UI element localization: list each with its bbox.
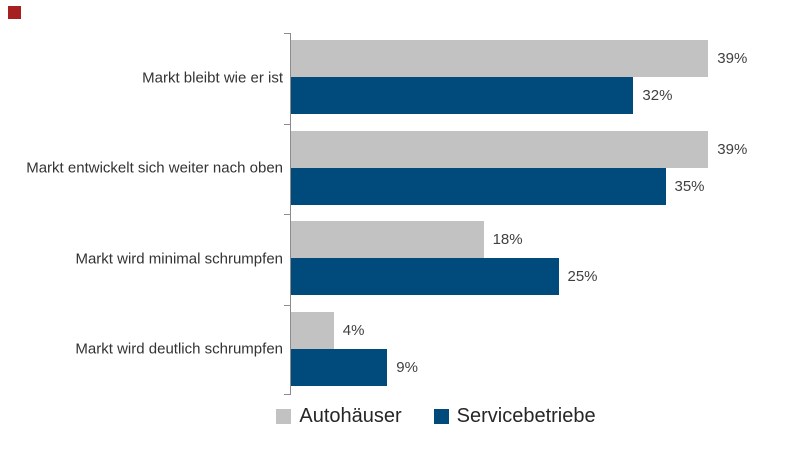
legend: Autohäuser Servicebetriebe [72,402,800,430]
category-label: Markt wird minimal schrumpfen [75,250,283,267]
legend-label: Autohäuser [299,404,402,427]
bar-group-row: Markt wird minimal schrumpfen 18% 25% [75,214,796,305]
category-label: Markt entwickelt sich weiter nach oben [26,159,283,177]
bar-servicebetriebe [291,77,634,114]
bar-group-row: Markt bleibt wie er ist 39% 32% [142,33,796,124]
bar-line-autohaeuser: 39% [291,40,747,77]
value-label: 39% [717,140,748,158]
value-label: 35% [674,177,705,195]
axis-tick [284,394,291,395]
bar-servicebetriebe [291,258,559,295]
bar-line-autohaeuser: 39% [291,130,748,168]
value-label: 25% [567,268,598,285]
category-label: Markt wird deutlich schrumpfen [75,340,283,358]
value-label: 32% [642,87,673,104]
logo-mark [8,6,21,19]
plot-area: Markt bleibt wie er ist 39% 32% Markt en… [26,33,796,396]
category-label: Markt bleibt wie er ist [142,69,283,86]
value-label: 4% [342,321,365,339]
bar-group-row: Markt entwickelt sich weiter nach oben 3… [26,124,796,215]
legend-swatch-icon [433,408,449,424]
value-label: 39% [717,50,748,67]
bar-line-servicebetriebe: 32% [291,77,672,114]
axis-tick [284,214,291,215]
bar-servicebetriebe [291,167,666,205]
bar-group-row: Markt wird deutlich schrumpfen 4% 9% [75,305,796,396]
bar-autohaeuser [291,221,484,258]
bar-servicebetriebe [291,348,388,386]
legend-item: Servicebetriebe [433,404,596,428]
axis-tick [284,33,291,34]
value-label: 18% [492,231,523,248]
legend-swatch-icon [276,408,292,424]
bar-line-servicebetriebe: 9% [291,348,418,386]
legend-label: Servicebetriebe [456,404,596,427]
bar-line-autohaeuser: 18% [291,221,523,258]
axis-tick [284,304,291,306]
bar-line-servicebetriebe: 35% [291,167,705,205]
bar-line-servicebetriebe: 25% [291,258,598,295]
axis-tick [284,123,291,125]
bar-autohaeuser [291,311,334,349]
bar-line-autohaeuser: 4% [291,311,365,349]
bar-autohaeuser [291,40,709,77]
value-label: 9% [396,358,418,376]
bar-autohaeuser [291,130,709,168]
legend-item: Autohäuser [276,404,402,428]
